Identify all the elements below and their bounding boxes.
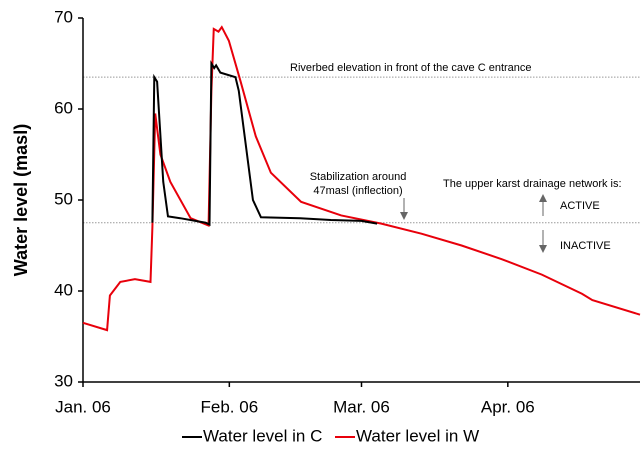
arrowhead — [400, 212, 408, 220]
arrowhead — [539, 194, 547, 202]
legend-label: Water level in C — [203, 426, 322, 445]
y-tick-label: 60 — [54, 98, 73, 117]
legend-label: Water level in W — [356, 426, 479, 445]
series-line — [151, 60, 378, 227]
series-line — [82, 25, 641, 332]
annotation: Riverbed elevation in front of the cave … — [290, 62, 532, 74]
annotation: The upper karst drainage network is: — [443, 178, 622, 190]
y-axis-label: Water level (masl) — [11, 124, 31, 276]
y-tick-label: 30 — [54, 371, 73, 390]
annotation: Stabilization around — [310, 171, 407, 183]
annotation: 47masl (inflection) — [313, 185, 402, 197]
arrowhead — [539, 245, 547, 253]
y-tick-label: 50 — [54, 189, 73, 208]
annotation: ACTIVE — [560, 200, 600, 212]
y-tick-label: 70 — [54, 7, 73, 26]
x-tick-label: Jan. 06 — [55, 397, 111, 416]
x-tick-label: Feb. 06 — [201, 397, 259, 416]
x-tick-label: Mar. 06 — [333, 397, 390, 416]
x-tick-label: Apr. 06 — [481, 397, 535, 416]
y-tick-label: 40 — [54, 280, 73, 299]
annotation: INACTIVE — [560, 240, 611, 252]
